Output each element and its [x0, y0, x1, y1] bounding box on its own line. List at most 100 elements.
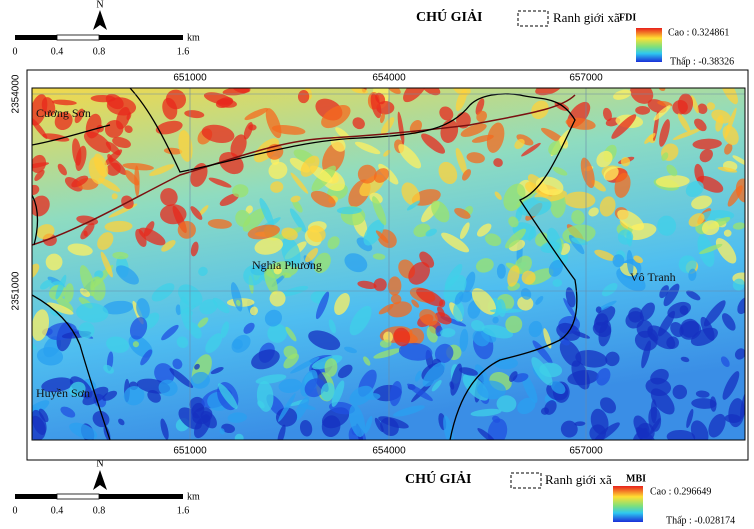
raster-patch	[661, 152, 669, 161]
x-label: 651000	[173, 73, 207, 84]
raster-patch	[78, 322, 95, 339]
raster-patch	[38, 408, 49, 423]
raster-patch	[290, 195, 301, 203]
road	[32, 94, 576, 246]
raster-patch	[416, 288, 444, 307]
raster-patch	[327, 236, 340, 250]
raster-patch	[560, 420, 578, 438]
raster-patch	[111, 193, 118, 200]
raster-patch	[626, 249, 634, 275]
raster-patch	[203, 92, 233, 105]
place-label: Nghĩa Phương	[252, 258, 322, 272]
raster-patch	[494, 191, 502, 200]
raster-patch	[104, 220, 133, 233]
north-label: N	[96, 458, 103, 469]
raster-patch	[105, 93, 124, 110]
raster-patch	[328, 319, 336, 334]
raster-patch	[32, 154, 47, 173]
raster-patch	[653, 105, 671, 121]
raster-patch	[149, 164, 175, 176]
raster-patch	[92, 410, 110, 428]
raster-patch	[191, 402, 205, 419]
boundary-symbol	[517, 10, 549, 27]
raster-patch	[644, 132, 656, 144]
raster-patch	[32, 309, 50, 341]
raster-patch	[740, 390, 745, 420]
raster-patch	[151, 283, 175, 302]
legend-low: Thấp : -0.028174	[666, 515, 735, 526]
raster-patch	[708, 413, 726, 438]
raster-patch	[207, 219, 232, 229]
raster-patch	[381, 117, 395, 135]
bottom-panel: N 0 0.4 0.8 1.6 km CHÚ GIẢI Ranh giới xã…	[13, 458, 736, 526]
raster-patch	[472, 329, 490, 347]
raster-patch	[450, 363, 463, 396]
raster-patch	[724, 143, 733, 155]
raster-patch	[734, 348, 745, 360]
raster-patch	[140, 349, 153, 366]
raster-patch	[123, 386, 145, 406]
raster-patch	[320, 382, 335, 401]
raster-patch	[563, 191, 596, 209]
raster-patch	[680, 356, 690, 363]
raster-patch	[694, 163, 704, 184]
raster-patch	[517, 397, 536, 415]
raster-patch	[605, 351, 620, 367]
raster-patch	[97, 232, 114, 251]
raster-patch	[304, 378, 326, 398]
raster-patch	[267, 323, 288, 343]
raster-patch	[102, 300, 134, 315]
raster-patch	[641, 340, 651, 369]
raster-patch	[614, 172, 631, 198]
raster-patch	[406, 200, 420, 211]
x-label: 654000	[372, 446, 406, 457]
raster-patch	[470, 408, 502, 417]
raster-patch	[60, 406, 76, 418]
raster-patch	[460, 123, 487, 137]
raster-patch	[373, 168, 390, 183]
raster-patch	[688, 268, 697, 281]
raster-patch	[486, 122, 505, 153]
raster-patch	[599, 196, 616, 217]
raster-patch	[492, 415, 501, 423]
raster-patch	[299, 420, 313, 437]
raster-patch	[249, 306, 258, 316]
raster-patch	[264, 268, 278, 295]
raster-patch	[574, 421, 586, 427]
raster-patch	[659, 285, 669, 299]
raster-patch	[633, 255, 643, 264]
raster-patch	[596, 367, 611, 386]
raster-patch	[496, 263, 506, 279]
raster-patch	[440, 119, 459, 143]
raster-patch	[212, 297, 230, 314]
raster-patch	[594, 249, 616, 261]
raster-patch	[492, 316, 499, 324]
raster-patch	[528, 226, 536, 242]
raster-patch	[172, 358, 183, 370]
legend-low: Thấp : -0.38326	[670, 56, 734, 67]
raster-patch	[393, 327, 411, 347]
raster-patch	[162, 97, 178, 120]
raster-patch	[686, 408, 694, 428]
raster-patch	[169, 368, 194, 388]
raster-patch	[438, 161, 458, 185]
raster-patch	[352, 117, 365, 130]
raster-patch	[179, 296, 192, 330]
raster-patch	[471, 320, 485, 332]
raster-patch	[521, 373, 538, 404]
raster-patch	[337, 364, 353, 379]
raster-patch	[690, 420, 709, 440]
raster-patch	[575, 350, 608, 368]
place-label: Huyền Sơn	[36, 386, 90, 400]
raster-patch	[275, 407, 298, 427]
raster-patch	[74, 108, 84, 124]
raster-patch	[672, 384, 688, 400]
x-label: 657000	[569, 446, 603, 457]
raster-patch	[184, 110, 205, 119]
raster-patch	[639, 302, 655, 321]
raster-patch	[257, 400, 265, 409]
raster-patch	[422, 88, 441, 96]
raster-patch	[248, 124, 257, 131]
scale-label: 0.4	[51, 46, 64, 57]
